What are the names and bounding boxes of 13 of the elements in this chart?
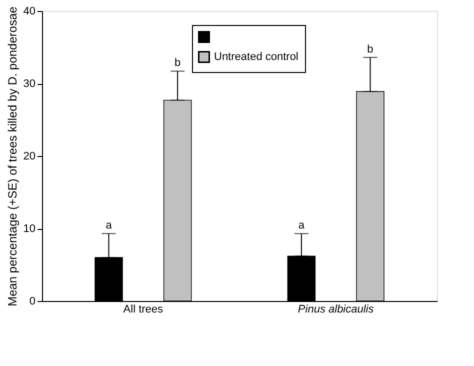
- y-tick-label: 30: [23, 78, 36, 90]
- annotation: b: [367, 43, 374, 56]
- x-tick-label: All trees: [123, 304, 164, 316]
- y-axis-title: Mean percentage (+SE) of trees killed by D. ponderosae: [5, 6, 20, 306]
- y-tick-label: 0: [29, 296, 36, 308]
- legend-label: Untreated control: [214, 51, 298, 63]
- annotation: a: [298, 220, 306, 232]
- annotation: a: [106, 220, 113, 232]
- y-tick-label: 40: [23, 6, 36, 18]
- x-tick-label: Pinus albicaulis: [298, 304, 374, 316]
- annotation: b: [174, 57, 181, 70]
- y-tick-label: 20: [23, 150, 36, 162]
- y-tick-label: 10: [23, 223, 36, 235]
